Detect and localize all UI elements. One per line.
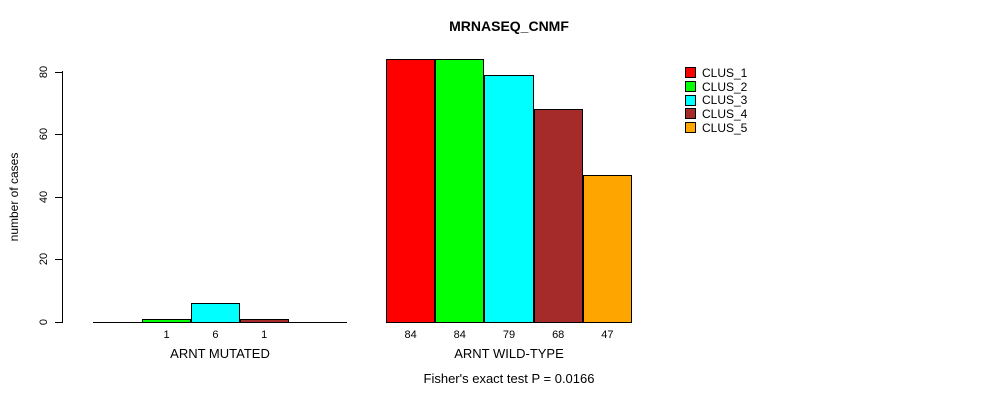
bar-clus_1-arnt-wild-type — [386, 58, 436, 323]
y-tick-label: 60 — [38, 128, 50, 141]
legend-swatch-clus_2 — [685, 81, 696, 93]
y-tick-label: 80 — [38, 65, 50, 78]
bar-clus_5-arnt-wild-type — [582, 174, 632, 323]
bar-clus_4-arnt-wild-type — [533, 109, 583, 323]
bar-value-label: 79 — [502, 329, 516, 341]
legend-label: CLUS_4 — [702, 106, 748, 121]
chart-title: MRNASEQ_CNMF — [449, 18, 569, 34]
bar-clus_2-arnt-wild-type — [435, 58, 485, 323]
x-label-arnt-mutated: ARNT MUTATED — [170, 346, 270, 361]
legend-label: CLUS_2 — [702, 79, 748, 94]
legend-label: CLUS_3 — [702, 93, 748, 108]
y-axis-line — [62, 71, 63, 323]
caption: Fisher's exact test P = 0.0166 — [423, 371, 595, 386]
y-tick-label: 0 — [38, 318, 50, 326]
bar-value-label: 47 — [601, 329, 614, 341]
bar-value-label: 1 — [163, 329, 170, 341]
y-tick-mark — [55, 71, 62, 73]
bar-value-label: 84 — [453, 329, 466, 341]
y-tick-label: 40 — [38, 190, 50, 203]
bar-clus_4-arnt-mutated — [239, 318, 289, 323]
legend-row-clus_3: CLUS_3 — [685, 93, 747, 107]
bar-value-label: 1 — [261, 329, 268, 341]
y-tick-label: 20 — [38, 253, 50, 266]
bar-clus_3-arnt-mutated — [191, 303, 240, 323]
legend-row-clus_5: CLUS_5 — [685, 121, 747, 135]
legend-label: CLUS_1 — [702, 65, 748, 80]
x-label-arnt-wild-type: ARNT WILD-TYPE — [454, 346, 564, 361]
legend-row-clus_1: CLUS_1 — [685, 66, 747, 80]
legend-label: CLUS_5 — [702, 120, 748, 135]
bar-clus_2-arnt-mutated — [142, 318, 191, 323]
bar-value-label: 84 — [404, 329, 417, 341]
legend-row-clus_2: CLUS_2 — [685, 80, 747, 94]
bar-clus_3-arnt-wild-type — [484, 74, 534, 323]
legend-swatch-clus_1 — [685, 67, 696, 79]
bar-value-label: 68 — [552, 329, 565, 341]
legend-row-clus_4: CLUS_4 — [685, 107, 747, 121]
y-tick-mark — [55, 134, 62, 136]
legend: CLUS_1 CLUS_2 CLUS_3 CLUS_4 CLUS_5 — [685, 66, 747, 134]
y-tick-mark — [55, 259, 62, 261]
y-tick-mark — [55, 196, 62, 198]
y-tick-mark — [55, 322, 62, 323]
y-axis-title: number of cases — [7, 152, 21, 242]
legend-swatch-clus_4 — [685, 108, 696, 120]
legend-swatch-clus_5 — [685, 122, 696, 134]
bar-value-label: 6 — [212, 329, 219, 341]
legend-swatch-clus_3 — [685, 94, 696, 106]
